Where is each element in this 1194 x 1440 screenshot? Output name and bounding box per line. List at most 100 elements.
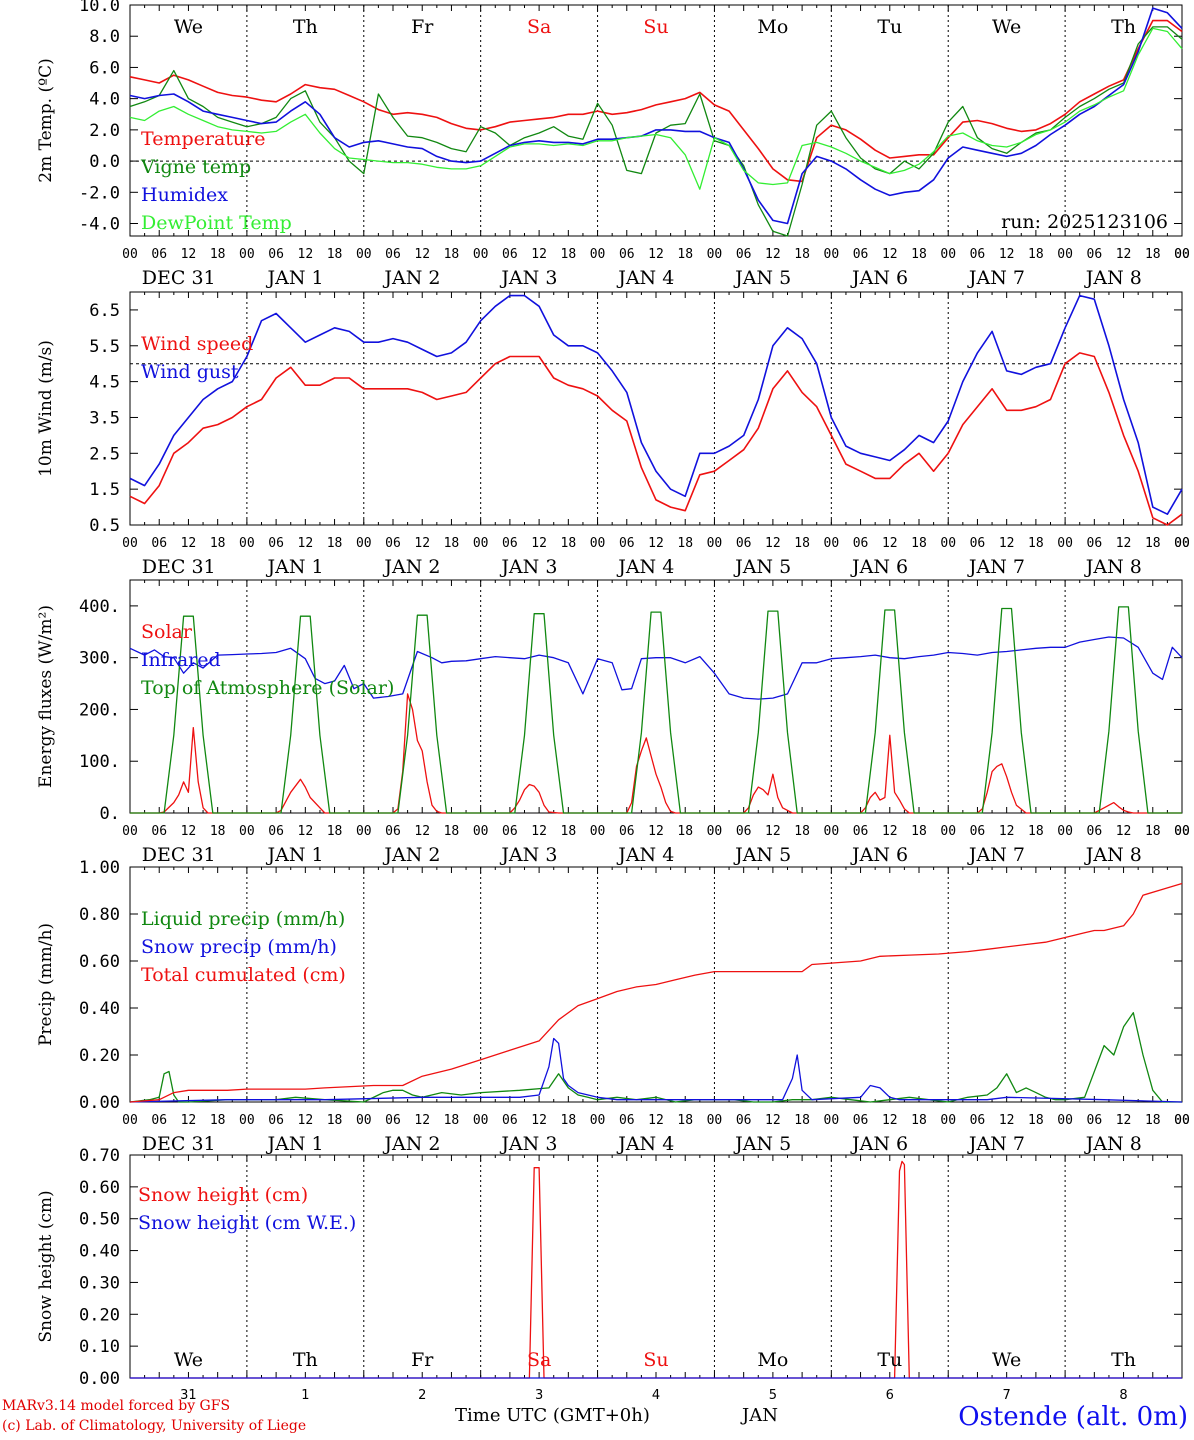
hour-tick-label: 18 <box>677 247 693 262</box>
hour-tick-label: 12 <box>414 536 430 551</box>
lab-credit: (c) Lab. of Climatology, University of L… <box>2 1418 307 1434</box>
hour-tick-label: 00 <box>1057 247 1073 262</box>
series-line <box>130 693 1182 814</box>
hour-tick-label: 18 <box>327 1113 343 1128</box>
y-tick-label: 400. <box>79 597 120 617</box>
hour-tick-label: 06 <box>151 1113 167 1128</box>
hour-tick-label: 06 <box>853 536 869 551</box>
weekday-label: Th <box>293 1349 318 1371</box>
hour-tick-label: 12 <box>181 536 197 551</box>
date-label: JAN 2 <box>382 1133 440 1155</box>
hour-tick-label: 00 <box>239 1113 255 1128</box>
y-tick-label: 0.40 <box>79 1242 120 1262</box>
hour-tick-label: 18 <box>561 1113 577 1128</box>
date-label: JAN 2 <box>382 844 440 866</box>
hour-tick-label: 12 <box>648 536 664 551</box>
date-label: JAN 4 <box>616 844 674 866</box>
hour-tick-label: 18 <box>911 536 927 551</box>
hour-tick-label: 18 <box>794 824 810 839</box>
date-label: JAN 4 <box>616 556 674 578</box>
hour-tick-label: 12 <box>531 1113 547 1128</box>
hour-tick-label: 00 <box>473 536 489 551</box>
weekday-label: Th <box>293 16 318 38</box>
hour-tick-label: 00 <box>1174 247 1190 262</box>
hour-tick-label: 06 <box>502 536 518 551</box>
hour-tick-label: 00 <box>239 247 255 262</box>
y-tick-label: 10.0 <box>79 0 120 16</box>
date-label: JAN 2 <box>382 556 440 578</box>
weekday-label: Su <box>643 1349 668 1371</box>
hour-tick-label: 00 <box>122 824 138 839</box>
y-tick-label: 300. <box>79 649 120 669</box>
hour-tick-label: 00 <box>707 824 723 839</box>
hour-tick-label: 00 <box>707 247 723 262</box>
hour-tick-label: 06 <box>619 1113 635 1128</box>
hour-tick-label: 12 <box>765 824 781 839</box>
y-tick-label: 0.60 <box>79 1178 120 1198</box>
date-label: JAN 3 <box>499 267 557 289</box>
series-line <box>129 882 1183 1103</box>
y-tick-label: 1.5 <box>89 480 120 500</box>
hour-tick-label: 18 <box>794 247 810 262</box>
hour-tick-label: 12 <box>1116 536 1132 551</box>
hour-tick-label: 12 <box>648 824 664 839</box>
y-tick-label: 0.20 <box>79 1046 120 1066</box>
hour-tick-label: 12 <box>765 247 781 262</box>
date-label: JAN 5 <box>733 844 791 866</box>
hour-tick-label: 00 <box>473 824 489 839</box>
hour-tick-label: 00 <box>1174 1113 1190 1128</box>
hour-tick-label: 00 <box>1057 824 1073 839</box>
hour-tick-label: 00 <box>473 1113 489 1128</box>
hour-tick-label: 06 <box>736 536 752 551</box>
hour-tick-label: 12 <box>765 536 781 551</box>
hour-tick-label: 06 <box>385 247 401 262</box>
date-label: JAN 3 <box>499 844 557 866</box>
weekday-label: We <box>992 1349 1021 1371</box>
hour-tick-label: 06 <box>970 1113 986 1128</box>
hour-tick-label: 00 <box>940 536 956 551</box>
series-line <box>129 26 1183 237</box>
y-axis-title: Precip (mm/h) <box>36 923 56 1046</box>
y-tick-label: 0.5 <box>89 516 120 536</box>
hour-tick-label: 06 <box>1087 536 1103 551</box>
hour-tick-label: 06 <box>1087 824 1103 839</box>
hour-tick-label: 00 <box>824 1113 840 1128</box>
hour-tick-label: 18 <box>1028 536 1044 551</box>
y-axis-title: Energy fluxes (W/m²) <box>36 605 56 788</box>
hour-tick-label: 12 <box>298 536 314 551</box>
series-line <box>129 7 1183 225</box>
hour-tick-label: 18 <box>210 1113 226 1128</box>
hour-tick-label: 06 <box>268 536 284 551</box>
hour-tick-label: 18 <box>444 536 460 551</box>
hour-tick-label: 12 <box>531 247 547 262</box>
hour-tick-label: 12 <box>882 1113 898 1128</box>
y-tick-label: 4.0 <box>89 90 120 110</box>
series-line <box>129 1037 1183 1103</box>
legend-entry: Wind gust <box>141 361 239 383</box>
weekday-label: Mo <box>757 1349 788 1371</box>
date-label: JAN 6 <box>850 267 908 289</box>
series-line <box>129 27 1183 190</box>
hour-tick-label: 06 <box>736 247 752 262</box>
y-axis-title: Snow height (cm) <box>36 1190 56 1342</box>
y-tick-label: 4.5 <box>89 373 120 393</box>
y-tick-label: 8.0 <box>89 27 120 47</box>
hour-tick-label: 00 <box>1174 824 1190 839</box>
hour-tick-label: 06 <box>1087 247 1103 262</box>
hour-tick-label: 00 <box>1174 247 1190 262</box>
hour-tick-label: 12 <box>1116 824 1132 839</box>
hour-tick-label: 12 <box>298 1113 314 1128</box>
hour-tick-label: 12 <box>531 824 547 839</box>
y-tick-label: 200. <box>79 700 120 720</box>
hour-tick-label: 18 <box>677 824 693 839</box>
weekday-label: Fr <box>411 16 434 38</box>
hour-tick-label: 18 <box>444 247 460 262</box>
legend-entry: Infrared <box>141 649 221 671</box>
hour-tick-label: 12 <box>648 1113 664 1128</box>
y-tick-label: 0.20 <box>79 1305 120 1325</box>
hour-tick-label: 00 <box>356 824 372 839</box>
date-label: JAN 4 <box>616 1133 674 1155</box>
hour-tick-label: 06 <box>385 824 401 839</box>
hour-tick-label: 06 <box>151 824 167 839</box>
